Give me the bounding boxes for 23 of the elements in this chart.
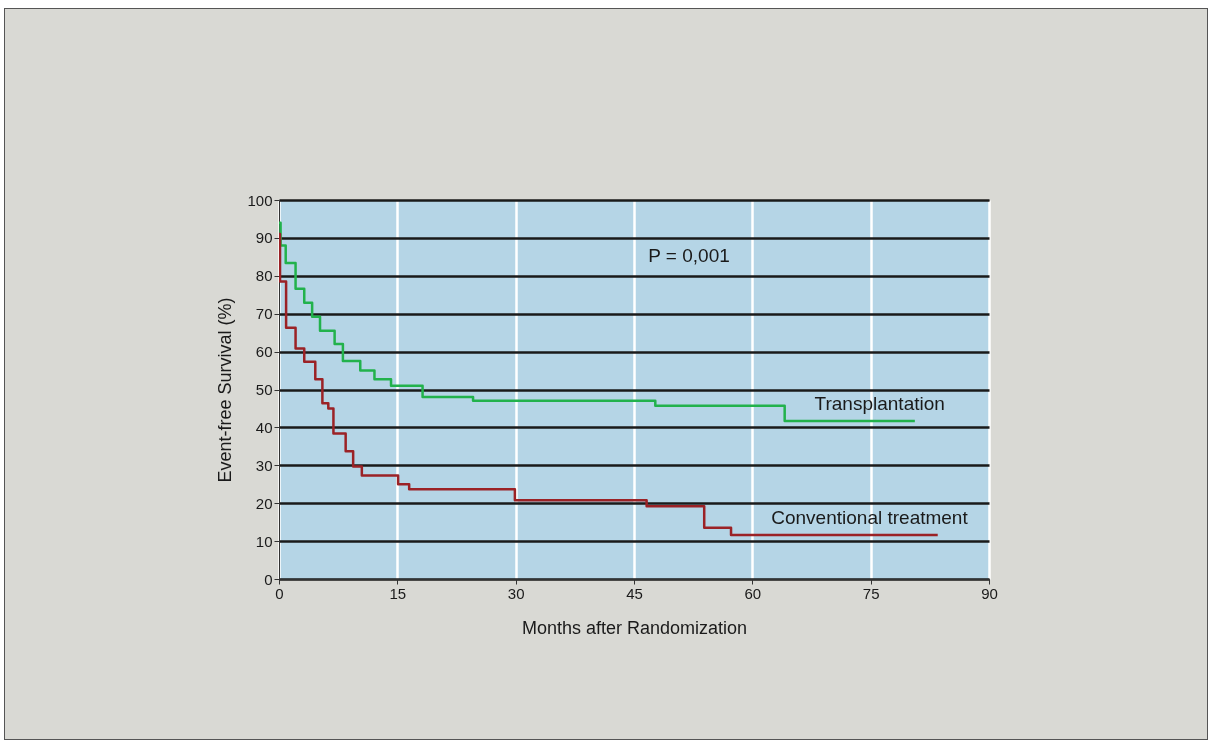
y-axis-title: Event-free Survival (%) <box>215 297 236 483</box>
y-tick-label: 40 <box>255 418 273 436</box>
y-tick-label: 70 <box>255 305 273 323</box>
x-tick-label: 30 <box>507 584 525 602</box>
x-tick-label: 0 <box>275 584 284 602</box>
y-tick-label: 50 <box>255 381 273 398</box>
annotation: P = 0,001 <box>648 245 730 266</box>
y-tick-label: 20 <box>255 494 273 512</box>
series-label: Conventional treatment <box>771 507 969 529</box>
x-tick-label: 75 <box>862 584 880 602</box>
x-tick-label: 90 <box>981 584 998 602</box>
y-tick-label: 100 <box>247 191 273 209</box>
x-tick-label: 45 <box>626 584 643 602</box>
series-label: Transplantation <box>814 392 945 414</box>
y-tick-label: 90 <box>255 229 273 247</box>
y-tick-label: 0 <box>264 570 273 588</box>
x-tick-label: 15 <box>389 584 407 602</box>
x-tick-label: 60 <box>744 584 762 602</box>
y-tick-label: 80 <box>255 267 273 285</box>
y-tick-label: 30 <box>255 456 273 474</box>
x-axis-title: Months after Randomization <box>521 617 748 638</box>
y-tick-label: 60 <box>255 343 273 361</box>
y-tick-label: 10 <box>255 532 273 550</box>
